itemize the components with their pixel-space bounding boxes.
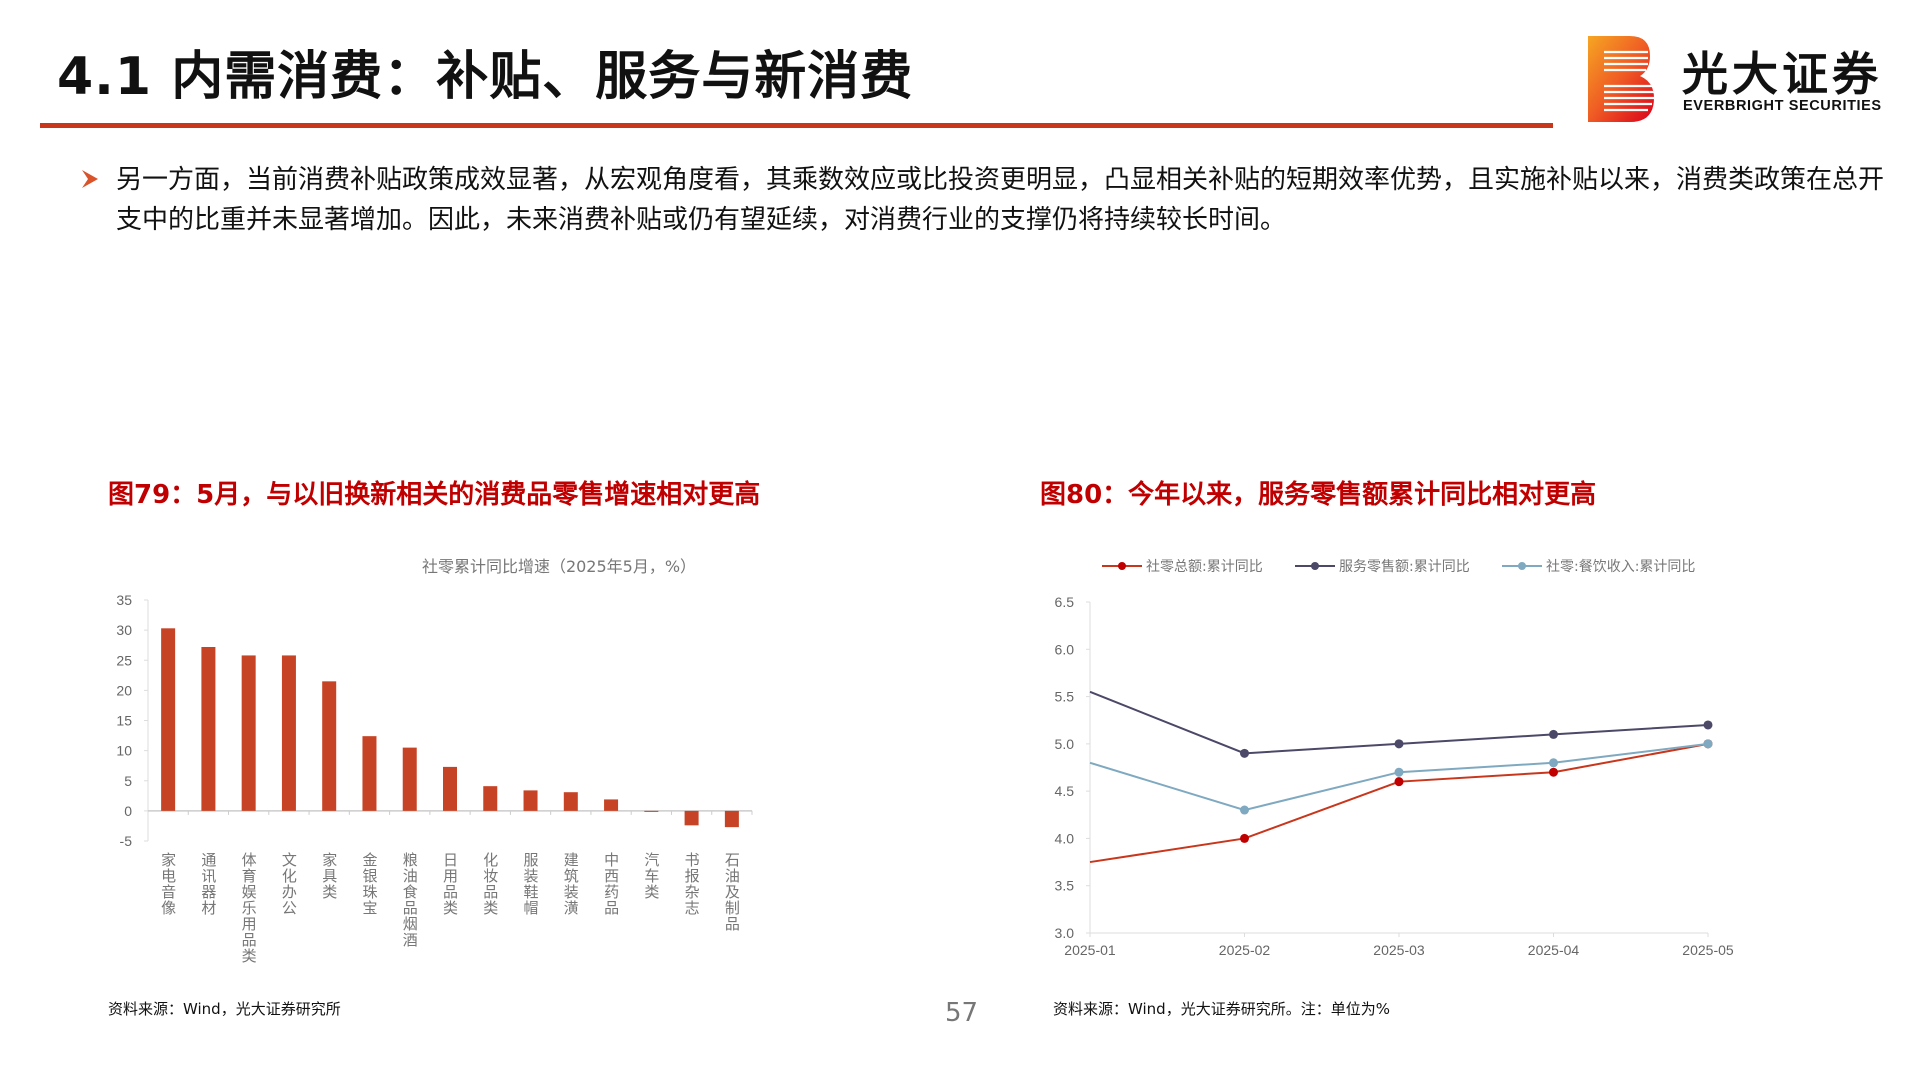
series-line	[1089, 742, 1709, 864]
data-point	[1549, 729, 1558, 739]
y-tick-label: 0	[124, 803, 132, 819]
bar	[281, 655, 296, 811]
x-tick-label: 汽车类	[642, 852, 661, 900]
bar	[684, 810, 699, 826]
y-tick-label: 35	[116, 592, 132, 608]
y-tick-label: 5.0	[1055, 736, 1075, 752]
data-point	[1394, 767, 1404, 777]
x-tick-label: 2025-01	[1064, 942, 1116, 958]
legend-label: 服务零售额:累计同比	[1339, 559, 1470, 575]
data-point	[1703, 720, 1713, 730]
x-tick-label: 中西药品	[602, 852, 621, 916]
legend-marker-icon	[1502, 562, 1542, 570]
x-tick-label: 2025-05	[1682, 942, 1734, 958]
bullet-arrow-icon	[80, 168, 100, 194]
figure-80-title: 图80：今年以来，服务零售额累计同比相对更高	[1040, 480, 1597, 510]
data-point	[1240, 833, 1249, 843]
y-tick-label: 15	[116, 713, 132, 729]
data-point	[1549, 758, 1558, 768]
x-tick-label: 2025-02	[1219, 942, 1271, 958]
figure-80-source: 资料来源：Wind，光大证券研究所。注：单位为%	[1053, 1000, 1390, 1018]
bar	[483, 786, 498, 811]
bullet-paragraph: 另一方面，当前消费补贴政策成效显著，从宏观角度看，其乘数效应或比投资更明显，凸显…	[116, 165, 1885, 235]
y-tick-label: 4.5	[1055, 783, 1075, 799]
x-tick-label: 体育娱乐用品类	[239, 852, 258, 964]
bar	[644, 810, 659, 812]
legend-item: 服务零售额:累计同比	[1295, 556, 1470, 576]
everbright-logo	[1588, 36, 1888, 122]
x-tick-label: 金银珠宝	[360, 852, 379, 916]
bar	[241, 655, 256, 811]
legend-label: 社零总额:累计同比	[1146, 559, 1263, 575]
page-number: 57	[945, 998, 979, 1028]
y-tick-label: -5	[120, 833, 133, 849]
figure-79-title: 图79：5月，与以旧换新相关的消费品零售增速相对更高	[108, 480, 761, 510]
title-divider	[40, 123, 1553, 128]
x-tick-label: 石油及制品	[722, 852, 741, 932]
data-point	[1240, 805, 1249, 815]
legend-item: 社零总额:累计同比	[1102, 556, 1263, 576]
legend-label: 社零:餐饮收入:累计同比	[1546, 559, 1696, 575]
y-tick-label: 3.5	[1055, 878, 1075, 894]
bar	[201, 646, 216, 811]
bar	[161, 628, 176, 811]
logo-text-cn: 光大证券	[1682, 47, 1882, 101]
bar-chart-title: 社零累计同比增速（2025年5月，%）	[421, 557, 697, 576]
bar	[443, 766, 457, 811]
x-tick-label: 日用品类	[441, 852, 459, 916]
legend-marker-icon	[1102, 562, 1142, 570]
bar	[604, 799, 619, 811]
x-tick-label: 书报杂志	[682, 852, 701, 916]
bar	[322, 681, 337, 811]
data-point	[1240, 748, 1249, 758]
x-tick-label: 2025-03	[1373, 942, 1425, 958]
y-tick-label: 6.5	[1055, 594, 1075, 610]
x-tick-label: 2025-04	[1528, 942, 1580, 958]
figure-79-source: 资料来源：Wind，光大证券研究所	[108, 1000, 341, 1018]
y-tick-label: 5	[124, 773, 132, 789]
data-point	[1549, 767, 1558, 777]
x-tick-label: 化妆品类	[481, 852, 500, 916]
x-tick-label: 家电音像	[159, 852, 178, 916]
bar	[724, 810, 739, 828]
data-point	[1394, 739, 1404, 749]
x-tick-label: 建筑装潢	[561, 852, 580, 916]
y-tick-label: 20	[116, 682, 132, 698]
legend-marker-icon	[1295, 562, 1335, 570]
y-tick-label: 10	[116, 743, 132, 759]
y-tick-label: 3.0	[1055, 925, 1075, 941]
y-tick-label: 6.0	[1055, 641, 1075, 657]
x-tick-label: 文化办公	[279, 852, 298, 916]
x-tick-label: 家具类	[320, 852, 339, 900]
y-tick-label: 25	[116, 652, 132, 668]
data-point	[1394, 777, 1404, 787]
x-tick-label: 服装鞋帽	[521, 852, 540, 916]
y-tick-label: 4.0	[1055, 830, 1075, 846]
x-tick-label: 粮油食品烟酒	[400, 852, 419, 948]
bar	[362, 736, 377, 811]
bar	[523, 790, 538, 811]
page-title: 4.1 内需消费：补贴、服务与新消费	[57, 47, 914, 107]
y-tick-label: 30	[116, 622, 132, 638]
data-point	[1703, 739, 1713, 749]
logo-b-icon	[1588, 36, 1654, 122]
logo-text-en: EVERBRIGHT SECURITIES	[1683, 98, 1882, 114]
bar	[402, 747, 417, 811]
legend-item: 社零:餐饮收入:累计同比	[1502, 556, 1695, 576]
y-tick-label: 5.5	[1055, 689, 1075, 705]
bar	[563, 792, 578, 811]
series-line	[1089, 742, 1709, 812]
x-tick-label: 通讯器材	[199, 852, 218, 916]
